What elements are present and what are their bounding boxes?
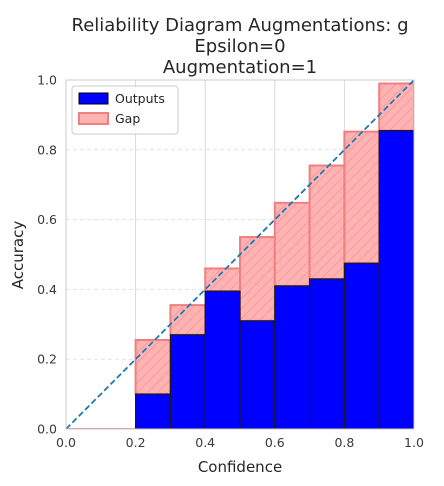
y-tick-label: 0.0 [37, 422, 57, 437]
chart-title: Reliability Diagram Augmentations: g Eps… [72, 15, 409, 78]
title-line-3: Augmentation=1 [163, 57, 317, 78]
legend: Outputs Gap [71, 85, 179, 135]
y-axis-label: Accuracy [9, 221, 27, 290]
title-line-1: Reliability Diagram Augmentations: g [72, 15, 409, 36]
plot-frame [65, 79, 415, 430]
y-tick-label: 0.2 [37, 352, 57, 367]
x-tick-label: 0.8 [334, 435, 354, 450]
output-bar-6 [274, 285, 311, 429]
gap-bar-hatch-7 [309, 165, 345, 279]
perfect-calibration-line [65, 79, 415, 430]
output-bar-2 [135, 393, 172, 429]
legend-swatch-outputs [78, 92, 109, 105]
y-tick-label: 0.8 [37, 142, 57, 157]
output-bar-8 [343, 262, 380, 429]
title-line-2: Epsilon=0 [194, 36, 285, 57]
gap-bar-hatch-3 [170, 305, 206, 335]
x-tick-label: 0.4 [195, 435, 215, 450]
gap-bar-hatch-5 [240, 237, 275, 321]
gap-bars [66, 82, 414, 429]
output-bar-9 [378, 130, 414, 429]
x-axis-label: Confidence [198, 458, 282, 476]
output-bar-4 [204, 290, 241, 429]
output-bars [135, 130, 414, 429]
x-tick-label: 0.0 [56, 435, 76, 450]
gap-bar-hatch-2 [135, 340, 171, 395]
x-tick-label: 0.2 [126, 435, 146, 450]
legend-label-outputs: Outputs [115, 91, 165, 106]
output-bar-5 [239, 320, 276, 429]
y-tick-label: 0.4 [37, 282, 57, 297]
y-tick-label: 0.6 [37, 212, 57, 227]
legend-swatch-gap [78, 112, 109, 125]
legend-label-gap: Gap [115, 111, 140, 126]
output-bar-7 [309, 278, 346, 429]
gap-bar-hatch-6 [274, 202, 310, 286]
gap-bar-hatch-4 [205, 268, 240, 292]
y-tick-labels: 0.0 0.2 0.4 0.6 0.8 1.0 [37, 73, 57, 437]
x-tick-label: 0.6 [265, 435, 285, 450]
x-tick-label: 1.0 [404, 435, 424, 450]
x-tick-labels: 0.0 0.2 0.4 0.6 0.8 1.0 [56, 435, 424, 450]
gap-bar-hatch-9 [379, 83, 414, 131]
gap-bar-hatch-8 [344, 131, 380, 264]
output-bar-3 [169, 334, 206, 429]
y-tick-label: 1.0 [37, 73, 57, 88]
